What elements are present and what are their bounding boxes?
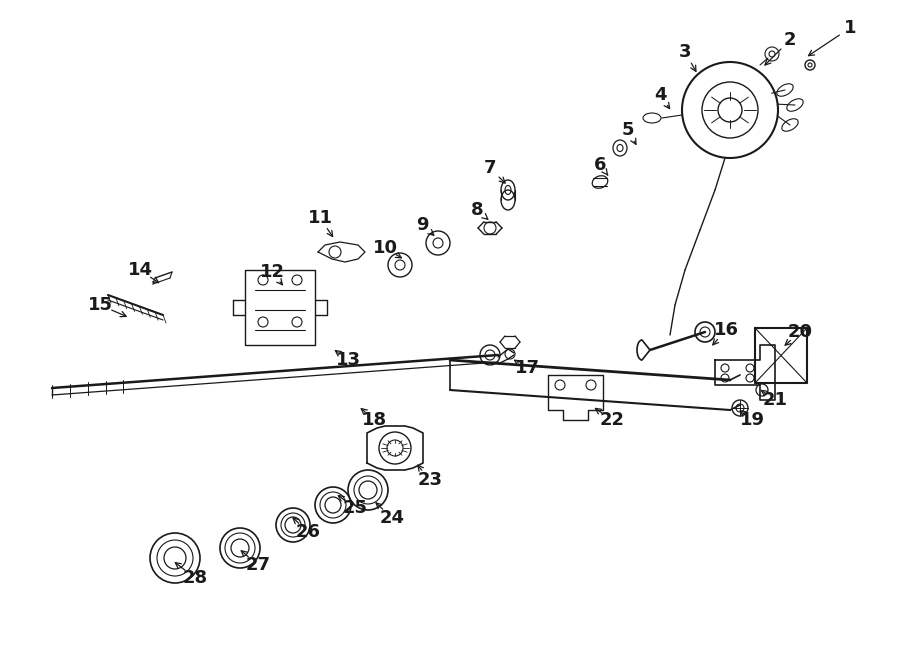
Text: 1: 1 bbox=[844, 19, 856, 37]
Text: 19: 19 bbox=[740, 411, 764, 429]
Text: 26: 26 bbox=[295, 523, 320, 541]
Text: 18: 18 bbox=[363, 411, 388, 429]
Text: 5: 5 bbox=[622, 121, 634, 139]
Text: 23: 23 bbox=[418, 471, 443, 489]
Text: 12: 12 bbox=[259, 263, 284, 281]
Text: 20: 20 bbox=[788, 323, 813, 341]
Text: 27: 27 bbox=[246, 556, 271, 574]
Text: 14: 14 bbox=[128, 261, 152, 279]
Text: 4: 4 bbox=[653, 86, 666, 104]
Text: 2: 2 bbox=[784, 31, 796, 49]
Text: 16: 16 bbox=[714, 321, 739, 339]
Text: 22: 22 bbox=[599, 411, 625, 429]
Text: 9: 9 bbox=[416, 216, 428, 234]
Text: 25: 25 bbox=[343, 499, 367, 517]
Text: 7: 7 bbox=[484, 159, 496, 177]
Text: 8: 8 bbox=[471, 201, 483, 219]
Text: 15: 15 bbox=[87, 296, 112, 314]
Text: 24: 24 bbox=[380, 509, 404, 527]
Text: 11: 11 bbox=[308, 209, 332, 227]
Text: 13: 13 bbox=[336, 351, 361, 369]
Text: 28: 28 bbox=[183, 569, 208, 587]
Text: 3: 3 bbox=[679, 43, 691, 61]
Text: 21: 21 bbox=[762, 391, 788, 409]
Text: 10: 10 bbox=[373, 239, 398, 257]
Text: 6: 6 bbox=[594, 156, 607, 174]
Text: 17: 17 bbox=[515, 359, 539, 377]
